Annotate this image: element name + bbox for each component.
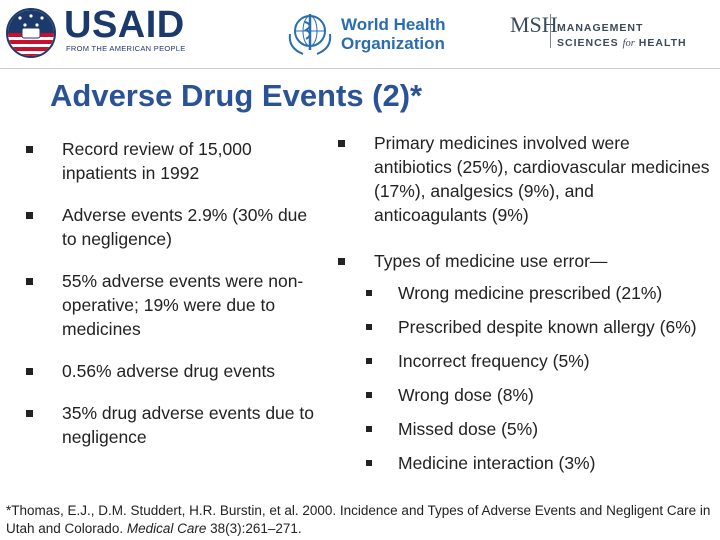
footnote-marker: * bbox=[6, 503, 12, 518]
bullet-item: Types of medicine use error— bbox=[338, 249, 710, 273]
square-bullet-icon bbox=[26, 410, 33, 417]
who-name-line1: World Health bbox=[341, 15, 446, 34]
square-bullet-icon bbox=[366, 324, 372, 330]
error-type-item: Medicine interaction (3%) bbox=[366, 451, 710, 475]
msh-name-line2b: for bbox=[622, 38, 635, 49]
square-bullet-icon bbox=[366, 392, 372, 398]
who-emblem-icon bbox=[285, 10, 335, 58]
square-bullet-icon bbox=[366, 358, 372, 364]
usaid-tagline: FROM THE AMERICAN PEOPLE bbox=[66, 44, 186, 53]
square-bullet-icon bbox=[26, 212, 33, 219]
who-name-line2: Organization bbox=[341, 34, 445, 53]
footnote-volume: 38(3):261–271. bbox=[206, 521, 302, 536]
usaid-wordmark: USAID bbox=[64, 4, 185, 46]
bullet-item: Adverse events 2.9% (30% due to negligen… bbox=[26, 203, 321, 251]
msh-mark: MSH bbox=[510, 12, 558, 37]
error-type-item: Wrong medicine prescribed (21%) bbox=[366, 281, 710, 305]
square-bullet-icon bbox=[26, 278, 33, 285]
msh-name-line1: MANAGEMENT bbox=[557, 22, 644, 34]
square-bullet-icon bbox=[338, 258, 345, 265]
msh-name-line2a: SCIENCES bbox=[557, 37, 619, 49]
bullet-item: 35% drug adverse events due to negligenc… bbox=[26, 401, 321, 449]
msh-name-line2c: HEALTH bbox=[638, 37, 687, 49]
square-bullet-icon bbox=[26, 146, 33, 153]
square-bullet-icon bbox=[366, 460, 372, 466]
bullet-item: 0.56% adverse drug events bbox=[26, 359, 321, 383]
square-bullet-icon bbox=[366, 426, 372, 432]
who-logo: World Health Organization bbox=[285, 10, 465, 58]
square-bullet-icon bbox=[338, 140, 345, 147]
msh-name: MANAGEMENT SCIENCES for HEALTH bbox=[557, 21, 687, 51]
usaid-logo: USAID FROM THE AMERICAN PEOPLE bbox=[6, 4, 196, 58]
msh-divider bbox=[550, 14, 551, 48]
square-bullet-icon bbox=[366, 290, 372, 296]
header-divider bbox=[0, 68, 720, 69]
bullet-item: 55% adverse events were non-operative; 1… bbox=[26, 269, 321, 341]
error-type-item: Prescribed despite known allergy (6%) bbox=[366, 315, 710, 339]
right-bullet-list: Primary medicines involved were antibiot… bbox=[338, 131, 710, 273]
usaid-seal-icon bbox=[6, 8, 56, 58]
bullet-item: Record review of 15,000 inpatients in 19… bbox=[26, 137, 321, 185]
error-type-item: Missed dose (5%) bbox=[366, 417, 710, 441]
error-type-item: Wrong dose (8%) bbox=[366, 383, 710, 407]
footnote-citation: *Thomas, E.J., D.M. Studdert, H.R. Burst… bbox=[6, 502, 712, 538]
footnote-journal: Medical Care bbox=[126, 521, 207, 536]
slide-title: Adverse Drug Events (2)* bbox=[50, 78, 423, 113]
error-type-item: Incorrect frequency (5%) bbox=[366, 349, 710, 373]
msh-logo: MSH MANAGEMENT SCIENCES for HEALTH bbox=[510, 12, 710, 56]
left-bullet-list: Record review of 15,000 inpatients in 19… bbox=[26, 137, 321, 467]
who-name: World Health Organization bbox=[341, 15, 446, 53]
bullet-item: Primary medicines involved were antibiot… bbox=[338, 131, 710, 227]
footnote-text: Thomas, E.J., D.M. Studdert, H.R. Bursti… bbox=[6, 503, 711, 536]
square-bullet-icon bbox=[26, 368, 33, 375]
error-type-list: Wrong medicine prescribed (21%) Prescrib… bbox=[366, 281, 710, 485]
